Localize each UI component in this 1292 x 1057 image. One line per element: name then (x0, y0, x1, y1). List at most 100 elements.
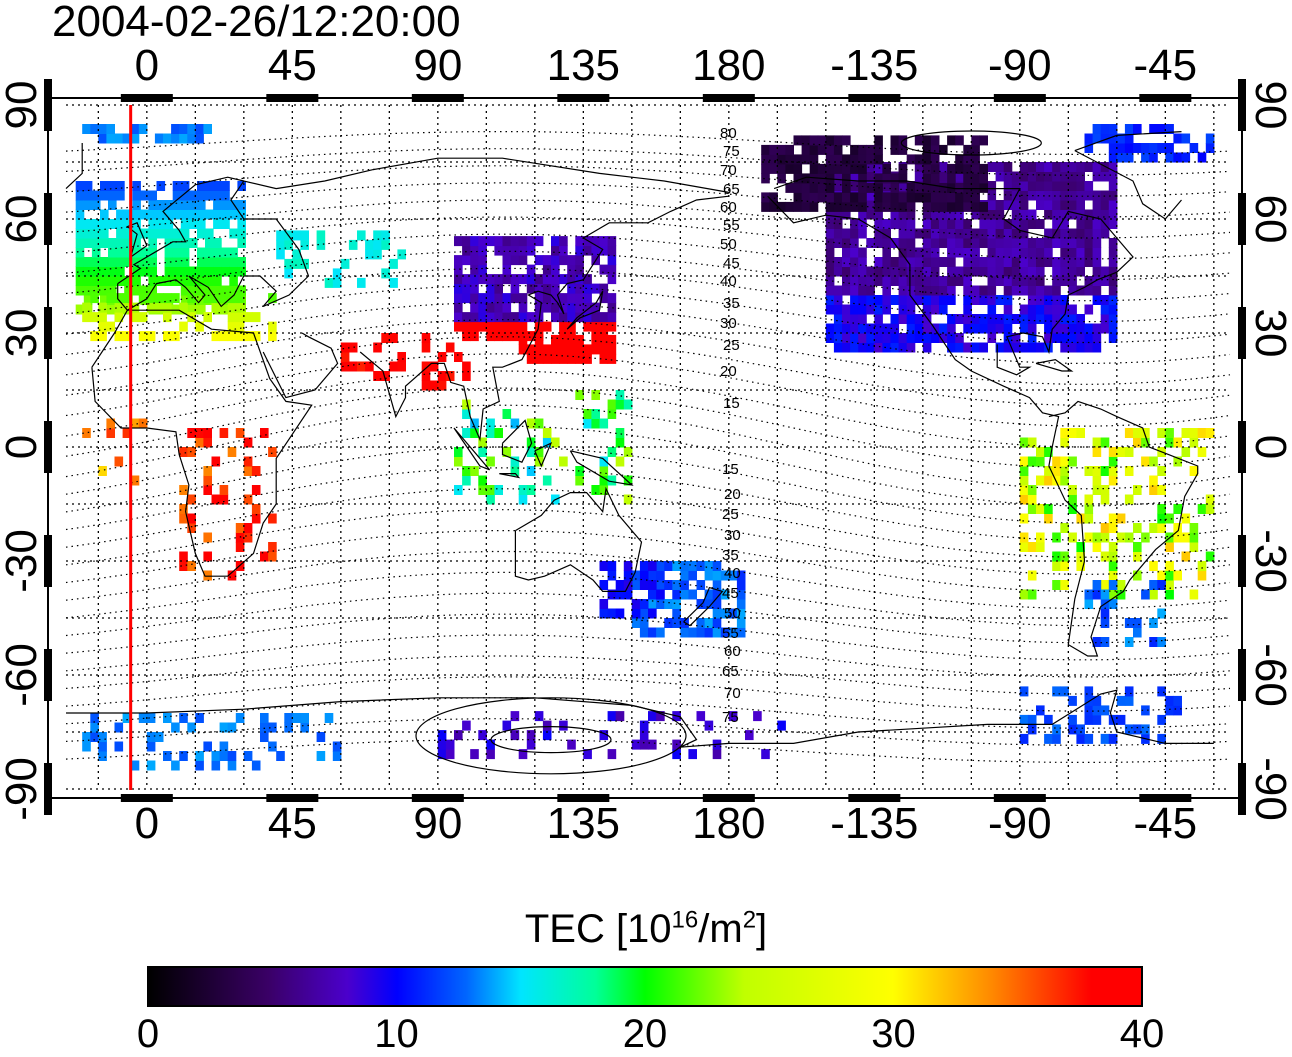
tec-cell (470, 293, 479, 304)
tec-cell (1133, 437, 1142, 448)
tec-cell (842, 285, 851, 296)
tec-cell (1068, 190, 1077, 201)
tec-cell (1027, 276, 1037, 286)
tec-cell (205, 209, 214, 220)
tec-cell (478, 475, 487, 486)
tec-cell (172, 304, 182, 315)
tec-cell (963, 154, 972, 165)
tec-cell (171, 133, 180, 144)
tec-cell (906, 182, 916, 193)
tec-cell (1124, 447, 1134, 457)
tec-cell (1108, 276, 1118, 286)
tec-cell (1092, 162, 1102, 172)
tec-cell (1181, 513, 1191, 524)
tec-cell (785, 201, 794, 212)
tec-cell (809, 135, 819, 146)
tec-cell (1100, 171, 1110, 182)
tec-cell (1027, 437, 1037, 448)
tec-cell (154, 133, 164, 144)
tec-cell (1019, 475, 1029, 486)
tec-cell (987, 285, 997, 296)
tec-cell (454, 456, 463, 467)
tec-cell (1019, 513, 1029, 524)
frame-tick-top (120, 94, 173, 102)
tec-cell (922, 192, 932, 203)
tec-cell (793, 135, 803, 146)
tec-cell (106, 418, 115, 429)
tec-cell (534, 236, 544, 247)
tec-cell (817, 144, 827, 155)
tec-cell (995, 219, 1005, 229)
tec-cell (615, 589, 625, 600)
tec-cell (607, 561, 617, 571)
tec-cell (1076, 285, 1085, 296)
tec-cell (648, 561, 657, 571)
tec-cell (898, 192, 908, 203)
tec-cell (83, 276, 93, 286)
tec-cell (777, 201, 786, 212)
tec-cell (680, 570, 689, 581)
tec-cell (1060, 219, 1069, 229)
tec-cell (478, 437, 487, 448)
tec-cell (82, 302, 91, 313)
tec-cell (567, 739, 576, 750)
tec-cell (1157, 504, 1166, 514)
tec-cell (243, 532, 253, 543)
tec-cell (672, 561, 681, 571)
tec-cell (769, 163, 778, 174)
tec-cell (648, 570, 657, 581)
tec-cell (1036, 238, 1045, 248)
tec-cell (688, 627, 697, 638)
tec-cell (914, 295, 924, 305)
tec-cell (1084, 285, 1094, 296)
tec-cell (567, 255, 576, 266)
tec-cell (583, 312, 592, 323)
tec-cell (98, 302, 107, 313)
tec-cell (213, 209, 222, 220)
tec-cell (922, 342, 932, 353)
tec-cell (971, 342, 980, 353)
tec-cell (100, 276, 109, 286)
frame-tick-top (1139, 94, 1192, 102)
tec-cell (1108, 162, 1118, 172)
tec-cell (591, 390, 600, 400)
tec-cell (486, 274, 495, 285)
tec-cell (1036, 447, 1045, 457)
tec-cell (163, 293, 172, 304)
tec-cell (898, 238, 908, 248)
tec-cell (583, 344, 592, 355)
tec-cell (1060, 342, 1069, 353)
tec-cell (1084, 181, 1094, 191)
tec-cell (437, 749, 447, 760)
tec-cell (1060, 314, 1069, 324)
tec-cell (930, 228, 940, 239)
tec-cell (1027, 333, 1037, 343)
tec-cell (1052, 323, 1061, 334)
contour-label: 80 (720, 125, 737, 142)
tec-cell (1100, 466, 1110, 476)
tec-cell (583, 274, 592, 285)
tec-cell (599, 344, 609, 355)
tec-cell (454, 255, 463, 266)
tec-cell (583, 245, 592, 256)
coastline (767, 195, 1199, 657)
tec-cell (858, 247, 867, 258)
tec-cell (534, 274, 544, 285)
tec-cell (955, 182, 964, 193)
tec-cell (138, 312, 148, 323)
tec-cell (906, 201, 916, 212)
tec-cell (955, 247, 964, 258)
tec-cell (1084, 686, 1094, 697)
tec-cell (785, 154, 794, 165)
tec-cell (203, 570, 212, 581)
tec-cell (83, 228, 93, 239)
tec-cell (146, 713, 156, 723)
tec-cell (995, 323, 1005, 334)
tec-cell (486, 321, 495, 332)
tec-cell (132, 190, 141, 201)
tec-cell (526, 739, 536, 750)
tec-cell (502, 293, 512, 304)
tec-cell (648, 739, 657, 750)
tec-cell (1019, 200, 1029, 210)
tec-cell (268, 741, 277, 752)
